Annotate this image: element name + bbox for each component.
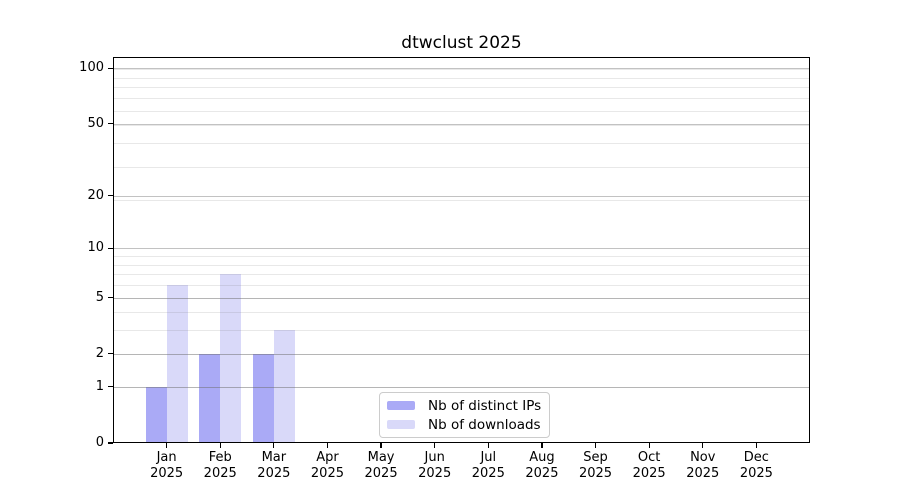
chart-title: dtwclust 2025 — [401, 33, 522, 53]
x-tick-year: 2025 — [525, 466, 559, 481]
x-tick-label: Oct 2025 — [621, 450, 677, 482]
legend-label-downloads: Nb of downloads — [428, 416, 541, 433]
y-tick-label: 50 — [87, 115, 104, 131]
x-tick-label: Dec 2025 — [728, 450, 784, 482]
x-tick-label: Jan 2025 — [139, 450, 195, 482]
legend-entry-distinct-ips: Nb of distinct IPs — [387, 398, 541, 414]
x-tick-year: 2025 — [150, 466, 184, 481]
x-tick-month: Jul — [480, 450, 497, 465]
y-tick-label: 5 — [95, 289, 104, 305]
x-tick-label: Sep 2025 — [568, 450, 624, 482]
x-tick — [166, 443, 168, 448]
x-tick-label: Aug 2025 — [514, 450, 570, 482]
legend-swatch-downloads — [387, 420, 415, 429]
x-tick — [380, 443, 382, 448]
x-tick-month: May — [367, 450, 395, 465]
x-tick — [702, 443, 704, 448]
x-tick-year: 2025 — [203, 466, 237, 481]
x-tick-year: 2025 — [632, 466, 666, 481]
x-tick — [541, 443, 543, 448]
x-tick — [273, 443, 275, 448]
y-tick-label: 2 — [95, 345, 104, 361]
x-tick — [487, 443, 489, 448]
legend: Nb of distinct IPs Nb of downloads — [379, 392, 550, 438]
x-tick-month: Jun — [424, 450, 445, 465]
x-tick-year: 2025 — [364, 466, 398, 481]
x-tick-label: Apr 2025 — [299, 450, 355, 482]
x-tick — [434, 443, 436, 448]
x-tick-year: 2025 — [578, 466, 613, 481]
legend-entry-downloads: Nb of downloads — [387, 417, 541, 433]
x-tick — [594, 443, 597, 448]
y-tick-label: 1 — [95, 378, 104, 394]
plot-area — [113, 57, 810, 443]
x-tick-month: Nov — [690, 450, 716, 465]
x-tick-month: Dec — [743, 450, 769, 465]
x-tick-month: Oct — [637, 450, 661, 465]
x-tick-label: Nov 2025 — [675, 450, 731, 482]
x-tick-label: Jul 2025 — [460, 450, 516, 482]
x-tick-year: 2025 — [257, 466, 291, 481]
y-tick-label: 0 — [95, 435, 104, 450]
x-tick-month: Aug — [529, 450, 555, 465]
x-tick-month: Jan — [156, 450, 177, 465]
x-tick-year: 2025 — [418, 466, 452, 481]
x-tick-label: Jun 2025 — [407, 450, 463, 482]
x-tick-month: Mar — [261, 450, 287, 465]
x-tick — [326, 443, 329, 448]
x-tick-year: 2025 — [471, 466, 505, 481]
legend-swatch-distinct-ips — [387, 401, 415, 410]
x-tick — [755, 443, 757, 448]
y-tick-label: 10 — [87, 240, 104, 256]
y-tick-label: 100 — [79, 60, 104, 76]
x-tick — [219, 443, 221, 448]
x-tick-year: 2025 — [310, 466, 344, 481]
x-tick — [648, 443, 650, 448]
x-tick-year: 2025 — [739, 466, 773, 481]
x-tick-month: Apr — [316, 450, 339, 465]
x-tick-month: Feb — [208, 450, 232, 465]
x-tick-label: Mar 2025 — [246, 450, 302, 482]
y-tick-label: 20 — [87, 187, 104, 203]
x-tick-month: Sep — [583, 450, 608, 465]
x-tick-label: Feb 2025 — [192, 450, 248, 482]
x-tick-year: 2025 — [686, 466, 720, 481]
x-tick-label: May 2025 — [353, 450, 409, 482]
legend-label-distinct-ips: Nb of distinct IPs — [428, 397, 542, 414]
